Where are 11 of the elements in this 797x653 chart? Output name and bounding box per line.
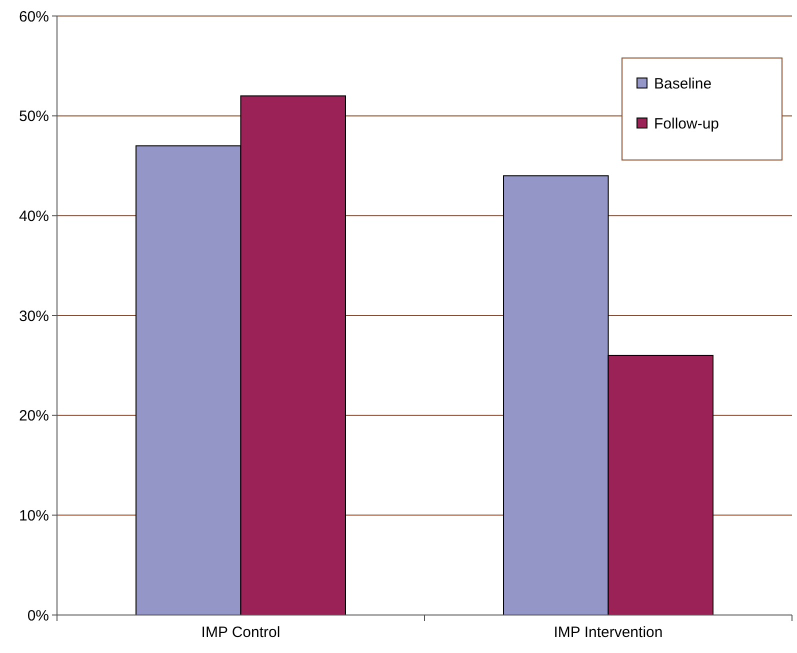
- y-tick-label: 40%: [18, 208, 49, 225]
- y-tick-label: 0%: [27, 607, 49, 624]
- legend-label: Follow-up: [654, 115, 720, 132]
- y-tick-label: 60%: [18, 8, 49, 26]
- y-tick-label: 50%: [18, 108, 49, 126]
- legend-label: Baseline: [654, 75, 712, 92]
- x-tick-label: IMP Control: [201, 624, 280, 641]
- y-tick-label: 20%: [18, 408, 49, 425]
- x-tick-label: IMP Intervention: [554, 624, 663, 641]
- y-tick-label: 30%: [18, 308, 49, 325]
- y-tick-label: 10%: [18, 507, 49, 524]
